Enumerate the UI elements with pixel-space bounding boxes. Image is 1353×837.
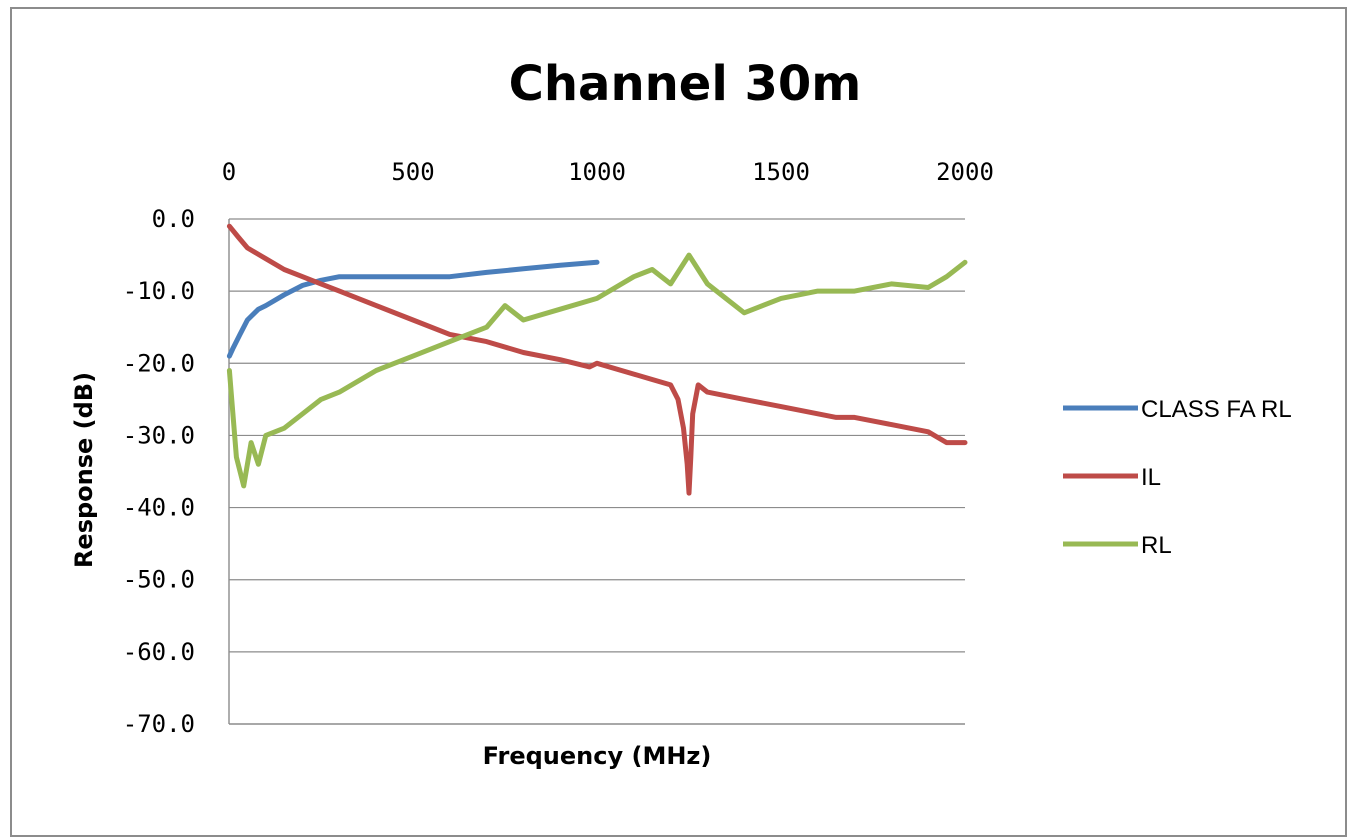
- legend-label: RL: [1141, 532, 1172, 559]
- x-tick-labels: 0 500 1000 1500 2000: [222, 158, 994, 186]
- legend: CLASS FA RL IL RL: [1063, 396, 1292, 559]
- y-tick-label: -60.0: [123, 638, 195, 666]
- line-chart: Channel 30m 0 500 1000 1500 2000 0.0 -10.0 -20…: [70, 56, 1292, 770]
- y-tick-label: -30.0: [123, 421, 195, 449]
- x-tick-label: 0: [222, 158, 236, 186]
- y-tick-label: -50.0: [123, 566, 195, 594]
- y-tick-label: 0.0: [152, 205, 195, 233]
- series-line-il: [226, 223, 968, 496]
- series-line-rl: [226, 252, 968, 489]
- x-tick-label: 500: [391, 158, 434, 186]
- series-lines: [226, 223, 968, 496]
- y-tick-label: -40.0: [123, 494, 195, 522]
- x-tick-label: 2000: [936, 158, 994, 186]
- y-tick-label: -20.0: [123, 349, 195, 377]
- axes: [228, 219, 965, 725]
- x-tick-label: 1000: [568, 158, 626, 186]
- y-tick-label: -10.0: [123, 277, 195, 305]
- chart-title: Channel 30m: [509, 56, 862, 112]
- x-axis-label: Frequency (MHz): [483, 742, 712, 770]
- series-line-class-fa-rl: [226, 259, 600, 359]
- x-tick-label: 1500: [752, 158, 810, 186]
- y-tick-label: -70.0: [123, 710, 195, 738]
- grid-lines: [229, 218, 965, 653]
- y-tick-labels: 0.0 -10.0 -20.0 -30.0 -40.0 -50.0 -60.0 -70.0: [123, 205, 195, 738]
- legend-label: CLASS FA RL: [1141, 396, 1292, 423]
- y-axis-label: Response (dB): [70, 372, 98, 568]
- legend-label: IL: [1141, 464, 1161, 491]
